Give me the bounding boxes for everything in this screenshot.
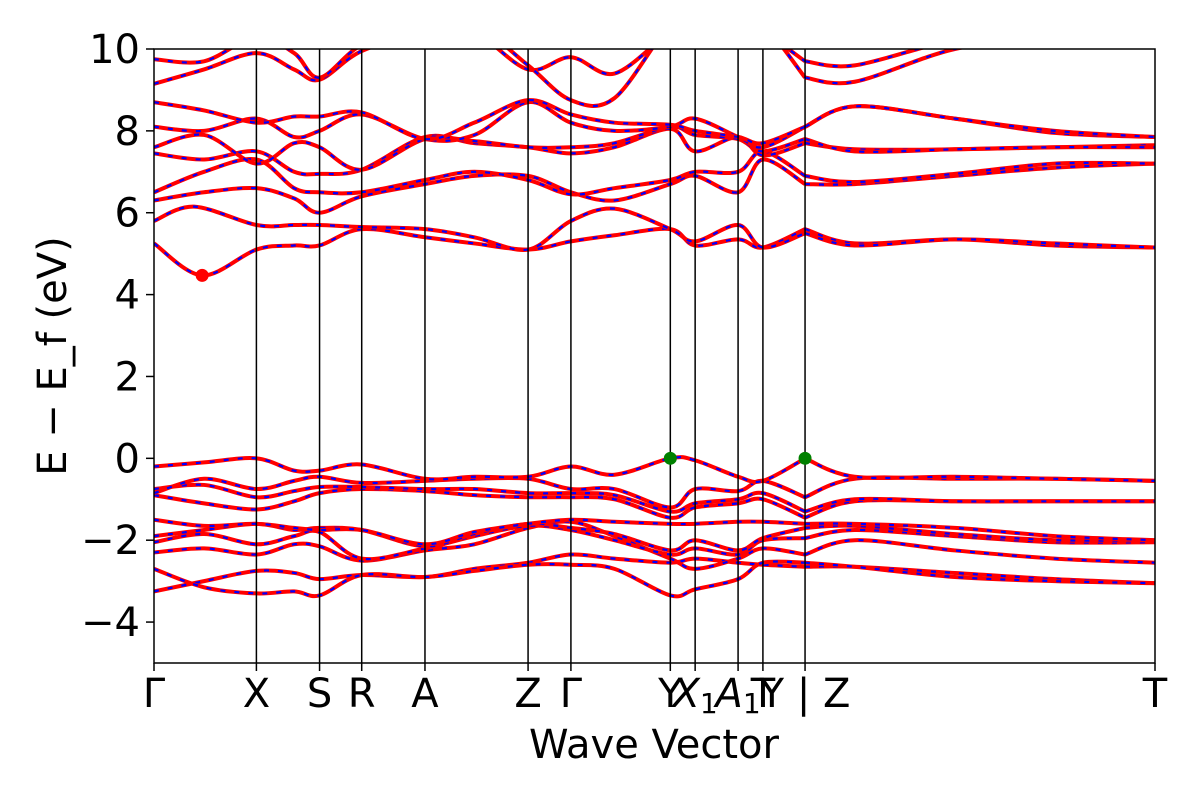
band-line-red <box>154 49 807 86</box>
x-tick-label: T <box>1142 671 1168 717</box>
x-tick-label: R <box>348 671 376 717</box>
band-line-blue-dashed <box>154 49 806 108</box>
band-line-red <box>154 124 806 172</box>
x-tick-label: A1 <box>712 671 760 720</box>
band-line-blue-dashed <box>154 560 806 598</box>
band-line-blue-dashed <box>154 522 806 552</box>
bands-layer <box>154 49 1155 599</box>
x-tick-label: Γ <box>143 671 166 717</box>
band-line-red <box>154 49 807 108</box>
plot-frame <box>153 48 1156 664</box>
band-line-blue-dashed <box>154 205 806 252</box>
band-line-blue-dashed <box>804 105 1155 139</box>
x-tick-label: Γ <box>560 671 583 717</box>
band-line-blue-dashed <box>804 561 1155 585</box>
band-line-blue-dashed <box>154 101 806 149</box>
band-extremum-marker <box>798 451 812 465</box>
band-line-red <box>804 137 1155 154</box>
band-line-blue-dashed <box>154 483 806 513</box>
band-line-blue-dashed <box>154 99 806 145</box>
band-extremum-marker <box>663 451 677 465</box>
band-line-blue-dashed <box>805 522 1155 542</box>
band-line-red <box>154 455 807 484</box>
band-line-blue-dashed <box>154 49 806 85</box>
band-line-blue-dashed <box>805 162 1155 186</box>
y-tick-label: 2 <box>115 354 140 400</box>
y-tick-label: 4 <box>115 273 140 319</box>
x-axis-label: Wave Vector <box>529 722 780 768</box>
x-tick-label: X <box>243 671 270 717</box>
y-tick-label: 0 <box>115 436 140 482</box>
band-line-blue-dashed <box>804 232 1155 249</box>
band-line-blue-dashed <box>804 457 1155 482</box>
band-line-blue-dashed <box>154 487 806 519</box>
x-tick-label: Y | Z <box>759 671 851 717</box>
band-line-blue-dashed <box>154 127 806 176</box>
y-tick-label: −2 <box>81 518 140 564</box>
band-line-blue-dashed <box>804 497 1155 513</box>
band-line-blue-dashed <box>804 49 961 85</box>
band-line-blue-dashed <box>805 524 1155 542</box>
markers-layer <box>195 268 812 465</box>
band-line-red <box>804 231 1155 250</box>
band-line-blue-dashed <box>804 161 1155 184</box>
band-line-red <box>804 104 1155 140</box>
band-line-blue-dashed <box>804 49 923 68</box>
band-line-blue-dashed <box>804 137 1155 153</box>
y-tick-label: 10 <box>89 27 140 73</box>
x-tick-label: Z <box>514 671 541 717</box>
y-tick-label: 6 <box>115 191 140 237</box>
y-axis-ticks: −4 −2 0 2 4 6 8 10 <box>81 27 154 646</box>
high-symmetry-lines <box>255 49 806 663</box>
y-tick-label: −4 <box>81 600 140 646</box>
band-extremum-marker <box>195 268 209 282</box>
band-line-red <box>804 496 1155 514</box>
x-tick-label: A <box>411 671 439 717</box>
x-tick-label: S <box>307 671 332 717</box>
x-tick-label: T <box>750 671 776 717</box>
band-line-red <box>154 149 807 197</box>
band-line-red <box>154 157 807 215</box>
x-tick-label: X1 <box>671 671 718 720</box>
band-line-red <box>154 517 806 547</box>
y-tick-label: 8 <box>115 109 140 155</box>
band-line-red <box>804 49 965 86</box>
band-line-red <box>154 521 806 553</box>
band-line-blue-dashed <box>154 227 806 277</box>
x-tick-label: Y <box>657 671 683 717</box>
band-line-blue-dashed <box>154 520 806 570</box>
y-axis-label: E − E_f (eV) <box>30 236 76 475</box>
band-line-blue-dashed <box>804 539 1155 564</box>
band-line-blue-dashed <box>804 528 1155 544</box>
